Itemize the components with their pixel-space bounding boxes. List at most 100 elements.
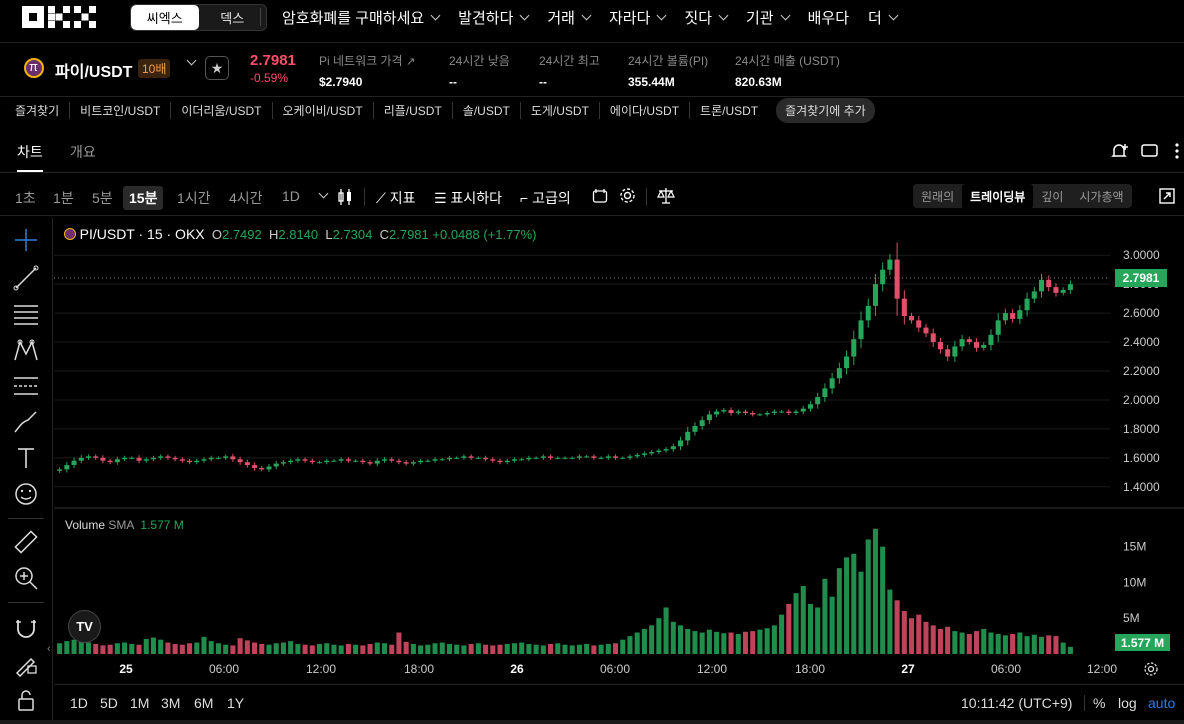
- favorite-pair[interactable]: 도게/USDT: [521, 102, 600, 119]
- favorite-pair[interactable]: 솔/USDT: [453, 102, 521, 119]
- ruler-icon[interactable]: [12, 528, 40, 556]
- lock-drawing-icon[interactable]: [12, 650, 40, 678]
- candle: [165, 456, 171, 458]
- scroll-left-icon[interactable]: ‹: [47, 643, 51, 655]
- range-1m[interactable]: 1M: [130, 695, 150, 711]
- auto-toggle[interactable]: auto: [1148, 695, 1176, 711]
- trend-line-icon[interactable]: [12, 264, 40, 292]
- pair-selector-chevron-icon[interactable]: [186, 55, 197, 66]
- nav-more[interactable]: 더: [868, 7, 899, 28]
- low-label: L: [325, 227, 333, 242]
- timeframe-1h[interactable]: 1시간: [177, 190, 211, 206]
- volume-bar: [620, 639, 626, 654]
- magnet-icon[interactable]: [12, 614, 40, 642]
- open-label: O: [211, 227, 222, 242]
- candle: [988, 334, 994, 345]
- volume-bar: [78, 638, 84, 654]
- volume-bar: [381, 643, 388, 654]
- time-axis: 25 06:00 12:00 18:00 26 06:00 12:00 18:00 27 06:0…: [119, 662, 1117, 676]
- timeframe-5m[interactable]: 5분: [92, 190, 113, 206]
- timeframe-dropdown-chevron-icon[interactable]: [318, 188, 329, 199]
- more-vertical-icon[interactable]: [1172, 142, 1182, 160]
- favorite-star-button[interactable]: ★: [205, 56, 229, 80]
- timeframe-1d[interactable]: 1D: [282, 188, 300, 204]
- favorite-pair[interactable]: 오케이비/USDT: [273, 102, 374, 119]
- compare-scale-icon[interactable]: [657, 187, 675, 204]
- layout-icon[interactable]: [1141, 144, 1159, 158]
- unlock-icon[interactable]: [12, 686, 40, 714]
- settings-gear-icon[interactable]: [619, 187, 636, 204]
- candle: [974, 342, 980, 348]
- alert-add-icon[interactable]: [1110, 142, 1130, 160]
- nav-learn[interactable]: 배우다: [808, 7, 849, 28]
- nav-discover[interactable]: 발견하다: [458, 7, 530, 28]
- favorites-label[interactable]: 즐겨찾기: [0, 102, 71, 119]
- pattern-icon[interactable]: [12, 336, 40, 364]
- nav-grow[interactable]: 자라다: [609, 7, 667, 28]
- favorite-pair[interactable]: 비트코인/USDT: [70, 102, 172, 119]
- range-1d[interactable]: 1D: [70, 695, 88, 711]
- candle: [338, 459, 344, 461]
- candle: [201, 459, 207, 461]
- nav-trade[interactable]: 거래: [547, 7, 592, 28]
- favorite-pair[interactable]: 리플/USDT: [374, 102, 453, 119]
- legend-symbol[interactable]: PI/USDT · 15 · OKX: [79, 226, 205, 242]
- time-tick-label: 25: [119, 662, 133, 676]
- log-toggle[interactable]: log: [1118, 695, 1137, 711]
- percent-toggle[interactable]: %: [1093, 695, 1106, 711]
- candle: [714, 411, 720, 415]
- tab-chart[interactable]: 차트: [17, 144, 43, 172]
- advanced-button[interactable]: ⌐ 고급의: [520, 188, 571, 208]
- candle: [367, 462, 373, 464]
- candle: [259, 467, 265, 470]
- view-tradingview[interactable]: 트레이딩뷰: [962, 183, 1034, 209]
- okx-logo[interactable]: [22, 6, 102, 28]
- range-1y[interactable]: 1Y: [227, 695, 245, 711]
- stat-label: 24시간 최고: [539, 54, 600, 68]
- view-original[interactable]: 원래의: [921, 189, 955, 204]
- pair-name[interactable]: 파이/USDT: [55, 64, 133, 81]
- emoji-icon[interactable]: [12, 480, 40, 508]
- time-tick-label: 26: [510, 662, 524, 676]
- timeframe-1m[interactable]: 1분: [53, 190, 74, 206]
- dex-tab[interactable]: 덱스: [220, 11, 245, 26]
- candle: [273, 463, 279, 467]
- indicators-button[interactable]: ⟋ 지표: [376, 188, 415, 208]
- fibonacci-icon[interactable]: [12, 372, 40, 400]
- favorite-pair[interactable]: 이더리움/USDT: [171, 102, 273, 119]
- cex-tab[interactable]: 씨엑스: [131, 5, 199, 30]
- tradingview-logo[interactable]: TV: [68, 610, 101, 643]
- brush-icon[interactable]: [12, 408, 40, 436]
- favorite-pair[interactable]: 에이다/USDT: [600, 102, 691, 119]
- range-3m[interactable]: 3M: [161, 695, 181, 711]
- volume-label[interactable]: Volume: [65, 518, 106, 532]
- range-5d[interactable]: 5D: [100, 695, 118, 711]
- favorite-pair[interactable]: 트론/USDT: [700, 104, 759, 118]
- stat-24h-low: 24시간 낮음 --: [449, 52, 510, 89]
- volume-tick-label: 10M: [1123, 575, 1146, 589]
- price-chart[interactable]: 3.00002.80002.60002.40002.20002.00001.80…: [54, 218, 1184, 684]
- volume-axis: 15M 10M 5M: [1123, 540, 1146, 626]
- range-6m[interactable]: 6M: [194, 695, 214, 711]
- view-depth[interactable]: 깊이: [1041, 189, 1064, 204]
- nav-institutions[interactable]: 기관: [746, 7, 791, 28]
- tab-overview[interactable]: 개요: [70, 144, 96, 160]
- text-tool-icon[interactable]: [12, 444, 40, 472]
- snapshot-icon[interactable]: [592, 188, 608, 204]
- zoom-in-icon[interactable]: [12, 564, 40, 592]
- nav-build[interactable]: 짓다: [684, 7, 729, 28]
- add-favorite-button[interactable]: 즐겨찾기에 추가: [776, 98, 875, 123]
- timeframe-4h[interactable]: 4시간: [229, 190, 263, 206]
- horizontal-lines-icon[interactable]: [12, 300, 40, 328]
- timeframe-15m[interactable]: 15분: [123, 186, 164, 210]
- view-market-cap[interactable]: 시가총액: [1079, 189, 1124, 204]
- chart-settings-icon[interactable]: [1143, 661, 1159, 677]
- timeframe-1s[interactable]: 1초: [15, 190, 36, 206]
- clock-timezone[interactable]: 10:11:42 (UTC+9): [961, 695, 1073, 711]
- stat-label[interactable]: Pi 네트워크 가격 ↗: [319, 52, 415, 69]
- candle-type-icon[interactable]: [337, 188, 353, 206]
- fullscreen-icon[interactable]: [1159, 188, 1175, 204]
- display-button[interactable]: ☰ 표시하다: [434, 188, 502, 208]
- nav-buy-crypto[interactable]: 암호화폐를 구매하세요: [282, 7, 441, 28]
- crosshair-icon[interactable]: [12, 226, 40, 254]
